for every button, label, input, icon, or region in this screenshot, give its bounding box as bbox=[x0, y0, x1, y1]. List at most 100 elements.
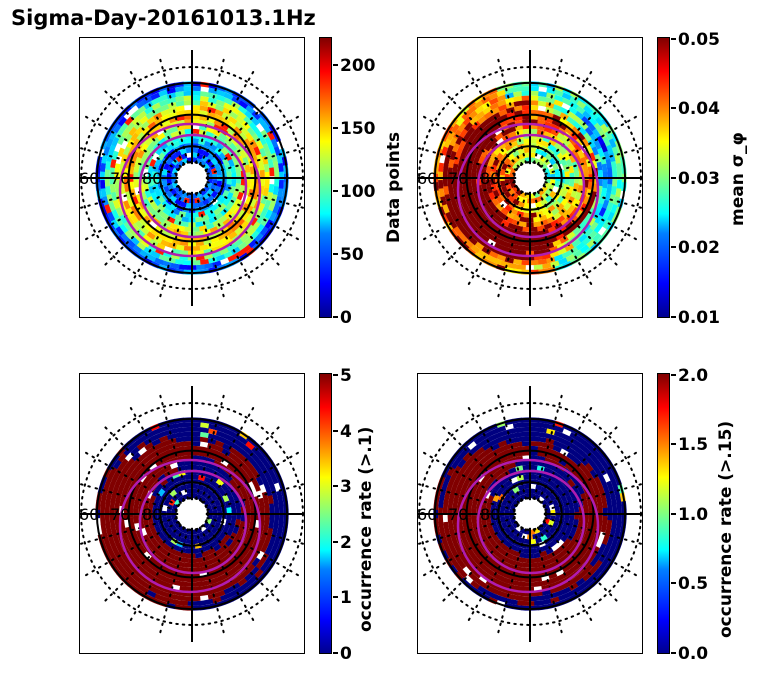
data-cell bbox=[257, 452, 267, 463]
data-cell bbox=[264, 179, 270, 189]
data-cell bbox=[581, 474, 590, 484]
data-cell bbox=[469, 531, 477, 541]
data-cell bbox=[548, 236, 558, 244]
data-cell bbox=[568, 490, 577, 500]
data-cell bbox=[262, 123, 272, 134]
cbar-tick bbox=[333, 430, 338, 432]
data-cell bbox=[484, 116, 494, 125]
data-cell bbox=[500, 168, 506, 176]
data-cell bbox=[522, 460, 531, 466]
data-cell bbox=[230, 154, 239, 164]
data-cell bbox=[549, 596, 560, 604]
dotted-mlt-line bbox=[127, 67, 186, 166]
data-cell bbox=[226, 507, 232, 515]
data-cell bbox=[198, 474, 206, 482]
data-cell bbox=[557, 593, 568, 602]
data-cell bbox=[214, 445, 224, 453]
data-cell bbox=[133, 500, 140, 509]
data-cell bbox=[155, 147, 164, 156]
data-cell bbox=[568, 501, 575, 510]
data-cell bbox=[530, 464, 538, 471]
data-cell bbox=[251, 110, 261, 121]
data-cell bbox=[556, 203, 565, 212]
data-cell bbox=[493, 483, 502, 492]
data-cell bbox=[104, 169, 111, 178]
data-cell bbox=[564, 507, 570, 515]
data-cell bbox=[490, 506, 496, 514]
data-cell bbox=[115, 542, 124, 553]
data-cell bbox=[257, 116, 267, 127]
data-cell bbox=[254, 128, 263, 139]
data-cell bbox=[237, 105, 248, 115]
data-cell bbox=[224, 488, 233, 498]
data-cell bbox=[478, 491, 486, 501]
data-cell bbox=[174, 427, 185, 434]
data-cell bbox=[484, 589, 495, 598]
data-cell bbox=[241, 580, 252, 590]
cbar-tick-label: 0.03 bbox=[678, 169, 720, 189]
data-cell bbox=[224, 500, 232, 509]
data-cell bbox=[440, 195, 447, 206]
data-cell bbox=[224, 137, 233, 146]
data-cell bbox=[134, 538, 143, 548]
data-cell bbox=[592, 232, 602, 243]
data-cell bbox=[272, 496, 279, 507]
data-cell bbox=[220, 483, 229, 492]
data-cell bbox=[568, 101, 579, 110]
data-cell bbox=[567, 204, 576, 214]
data-cell bbox=[174, 150, 182, 158]
data-cell bbox=[132, 244, 143, 254]
pole-hole bbox=[178, 500, 206, 528]
data-cell bbox=[521, 100, 531, 106]
data-cell bbox=[466, 126, 476, 137]
data-cell bbox=[236, 191, 244, 201]
data-cell bbox=[248, 238, 258, 249]
data-cell bbox=[205, 222, 215, 230]
data-cell bbox=[571, 126, 581, 136]
data-cell bbox=[610, 204, 618, 215]
data-cell bbox=[494, 468, 504, 477]
data-cell bbox=[583, 214, 592, 224]
data-cell bbox=[564, 579, 575, 588]
data-cell bbox=[232, 189, 240, 199]
data-cell bbox=[448, 158, 455, 169]
data-cell bbox=[602, 545, 611, 556]
cbar-tick-label: 1.5 bbox=[678, 435, 709, 455]
dotted-mlt-line bbox=[158, 192, 189, 302]
data-cell bbox=[498, 239, 508, 247]
data-cell bbox=[140, 120, 150, 130]
data-cell bbox=[480, 534, 489, 544]
data-cell bbox=[579, 211, 588, 222]
data-cell bbox=[597, 562, 607, 573]
data-cell bbox=[501, 581, 511, 589]
data-cell bbox=[130, 550, 139, 560]
data-cell bbox=[560, 525, 568, 534]
data-cell bbox=[553, 142, 563, 151]
data-cell bbox=[192, 138, 200, 144]
data-cell bbox=[245, 563, 256, 574]
data-cell bbox=[155, 242, 166, 251]
data-cell bbox=[168, 547, 177, 555]
data-cell bbox=[150, 586, 161, 595]
data-cell bbox=[443, 160, 450, 170]
data-cell bbox=[132, 138, 141, 148]
data-cell bbox=[199, 580, 209, 587]
data-cell bbox=[510, 208, 519, 216]
data-cell bbox=[259, 226, 269, 237]
data-cell bbox=[496, 254, 507, 262]
data-cell bbox=[183, 100, 193, 106]
data-cell bbox=[136, 241, 147, 251]
data-cell bbox=[205, 467, 214, 475]
data-cell bbox=[575, 110, 585, 120]
data-cell bbox=[119, 559, 129, 570]
dotted-mlt-line bbox=[206, 517, 304, 546]
lat-label-60: 60 bbox=[79, 169, 100, 188]
lat-label-80: 80 bbox=[480, 169, 501, 188]
data-cell bbox=[560, 494, 568, 503]
data-cell bbox=[215, 254, 226, 262]
data-cell bbox=[245, 214, 254, 224]
data-cell bbox=[136, 577, 147, 587]
data-cell bbox=[463, 238, 474, 249]
data-cell bbox=[192, 431, 201, 437]
data-cell bbox=[134, 547, 143, 557]
